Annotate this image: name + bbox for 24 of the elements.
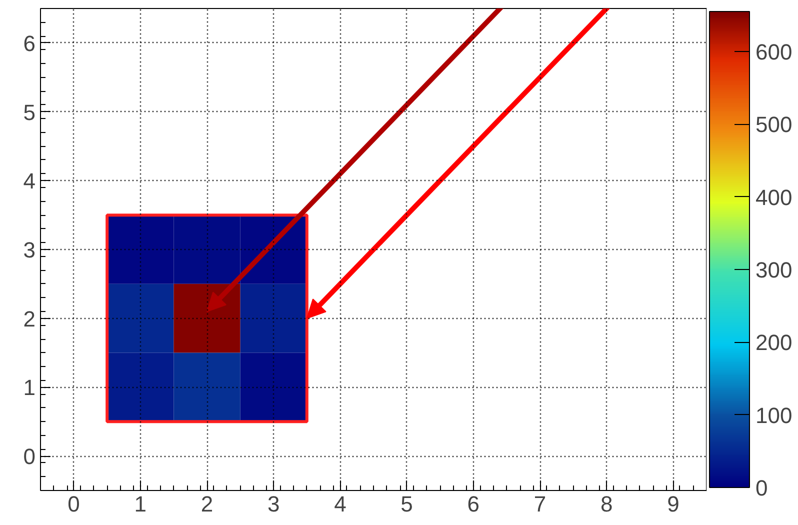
x-tick-label: 5 xyxy=(400,492,413,516)
color-bar-label: 300 xyxy=(756,257,792,282)
x-tick-label: 1 xyxy=(134,492,147,516)
color-bar-label: 0 xyxy=(756,476,768,500)
color-bar-label: 100 xyxy=(756,402,792,428)
x-tick-label: 2 xyxy=(200,492,214,516)
y-tick-label: 1 xyxy=(23,375,36,400)
x-tick-label: 8 xyxy=(600,492,613,516)
x-tick-label: 7 xyxy=(534,492,546,516)
color-bar-label: 400 xyxy=(756,184,792,210)
color-bar-label: 200 xyxy=(756,330,792,356)
x-tick-label: 4 xyxy=(334,492,346,516)
y-tick-label: 5 xyxy=(23,100,36,125)
x-tick-label: 9 xyxy=(667,492,680,516)
y-tick-label: 6 xyxy=(23,30,36,56)
y-tick-label: 2 xyxy=(23,306,36,332)
x-tick-label: 6 xyxy=(467,492,480,516)
y-tick-label: 0 xyxy=(23,444,36,470)
x-tick-label: 3 xyxy=(267,492,280,516)
y-tick-label: 3 xyxy=(23,238,36,262)
y-tick-label: 4 xyxy=(23,168,36,194)
color-bar-label: 600 xyxy=(756,39,792,64)
color-bar-label: 500 xyxy=(756,112,792,138)
x-tick-label: 0 xyxy=(68,492,80,516)
